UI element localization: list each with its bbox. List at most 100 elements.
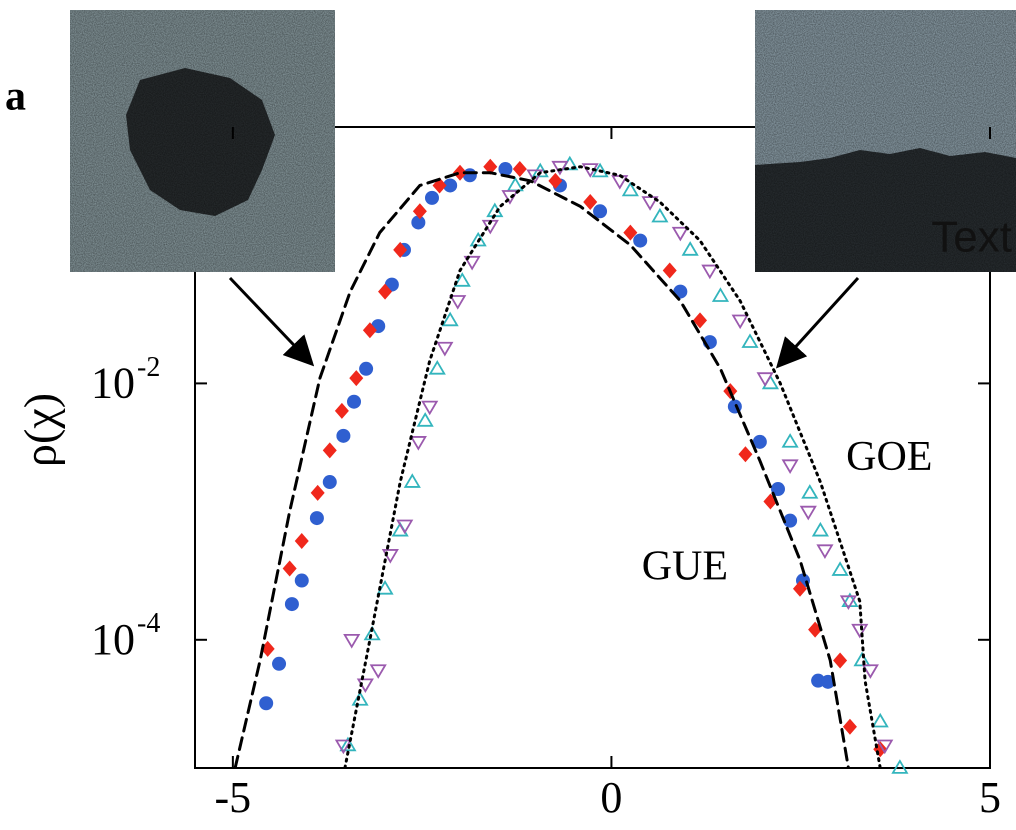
y-axis-label: ρ(χ) bbox=[15, 393, 66, 467]
data-point bbox=[294, 532, 309, 549]
data-point bbox=[453, 272, 471, 287]
data-point bbox=[363, 625, 381, 641]
y-tick-exponent: -2 bbox=[137, 352, 160, 383]
data-point bbox=[593, 204, 608, 219]
data-point bbox=[801, 484, 819, 499]
data-point bbox=[583, 194, 598, 211]
data-point bbox=[811, 521, 829, 537]
data-point bbox=[351, 691, 369, 706]
data-point bbox=[551, 160, 569, 176]
data-point bbox=[424, 190, 439, 205]
data-point bbox=[282, 560, 297, 577]
data-point bbox=[771, 482, 785, 497]
data-point bbox=[349, 370, 364, 387]
data-point bbox=[359, 361, 374, 376]
data-point bbox=[871, 712, 889, 728]
data-point bbox=[526, 169, 544, 185]
data-point bbox=[272, 656, 287, 671]
data-point bbox=[483, 158, 498, 175]
data-point bbox=[334, 402, 349, 419]
data-point bbox=[651, 207, 669, 223]
y-tick-exponent: -4 bbox=[137, 608, 160, 639]
data-point bbox=[428, 360, 446, 375]
data-point bbox=[284, 597, 299, 612]
plot-frame bbox=[194, 126, 991, 769]
data-point bbox=[792, 580, 807, 597]
data-point bbox=[799, 505, 817, 521]
inset-left bbox=[70, 10, 335, 272]
data-point bbox=[671, 226, 689, 242]
data-point bbox=[469, 231, 487, 247]
y-tick-label: 10 bbox=[91, 615, 135, 664]
data-point bbox=[411, 215, 426, 230]
data-point bbox=[633, 233, 648, 248]
data-point bbox=[343, 634, 361, 649]
data-point bbox=[783, 513, 798, 528]
x-tick-label: -5 bbox=[215, 773, 252, 822]
data-point bbox=[259, 696, 274, 711]
data-point bbox=[322, 442, 337, 459]
annotation: GOE bbox=[846, 434, 932, 480]
data-point bbox=[621, 181, 639, 197]
data-point bbox=[403, 473, 421, 488]
data-point bbox=[362, 322, 377, 339]
x-tick-label: 0 bbox=[600, 773, 622, 822]
data-point bbox=[443, 178, 458, 193]
data-point bbox=[334, 739, 352, 755]
data-point bbox=[453, 164, 467, 181]
arrow-right bbox=[775, 276, 860, 369]
data-point bbox=[347, 394, 361, 409]
data-point bbox=[436, 341, 454, 357]
data-point bbox=[336, 428, 351, 443]
data-point bbox=[693, 312, 708, 329]
data-point bbox=[498, 162, 513, 177]
data-point bbox=[820, 674, 835, 689]
data-point bbox=[876, 739, 894, 755]
arrow-left bbox=[228, 276, 315, 367]
data-point bbox=[831, 561, 849, 576]
data-point bbox=[310, 484, 325, 501]
data-point bbox=[376, 580, 394, 595]
panel-label: a bbox=[5, 74, 26, 120]
data-point bbox=[853, 651, 871, 667]
data-point bbox=[463, 255, 481, 271]
data-point bbox=[701, 264, 719, 280]
model-curve bbox=[233, 171, 850, 768]
data-point bbox=[741, 333, 759, 348]
data-point bbox=[756, 372, 774, 387]
data-point bbox=[623, 224, 638, 241]
data-point bbox=[839, 595, 857, 610]
data-point bbox=[738, 446, 753, 463]
data-point bbox=[416, 412, 434, 427]
data-point bbox=[781, 433, 799, 448]
annotation: GUE bbox=[642, 544, 728, 590]
data-point bbox=[842, 718, 857, 735]
data-point bbox=[548, 172, 563, 189]
data-point bbox=[339, 736, 357, 752]
data-point bbox=[421, 400, 439, 416]
data-point bbox=[731, 314, 749, 330]
model-curve bbox=[343, 165, 882, 768]
data-point bbox=[891, 759, 909, 774]
data-point bbox=[662, 262, 677, 279]
data-point bbox=[752, 434, 767, 449]
data-point bbox=[294, 573, 309, 588]
data-point bbox=[833, 652, 848, 669]
data-point bbox=[816, 544, 834, 559]
data-point bbox=[309, 511, 324, 526]
data-point bbox=[393, 241, 408, 258]
data-point bbox=[512, 161, 527, 178]
data-point bbox=[449, 295, 467, 310]
data-point bbox=[396, 519, 414, 535]
data-point bbox=[611, 175, 629, 190]
data-point bbox=[369, 664, 387, 679]
data-point bbox=[851, 623, 869, 639]
plot-area bbox=[233, 155, 909, 774]
data-point bbox=[409, 436, 427, 451]
data-point bbox=[861, 664, 879, 679]
data-point bbox=[781, 459, 799, 475]
data-point bbox=[711, 287, 730, 302]
data-point bbox=[441, 311, 459, 327]
inset-right: Text bbox=[755, 10, 1016, 272]
